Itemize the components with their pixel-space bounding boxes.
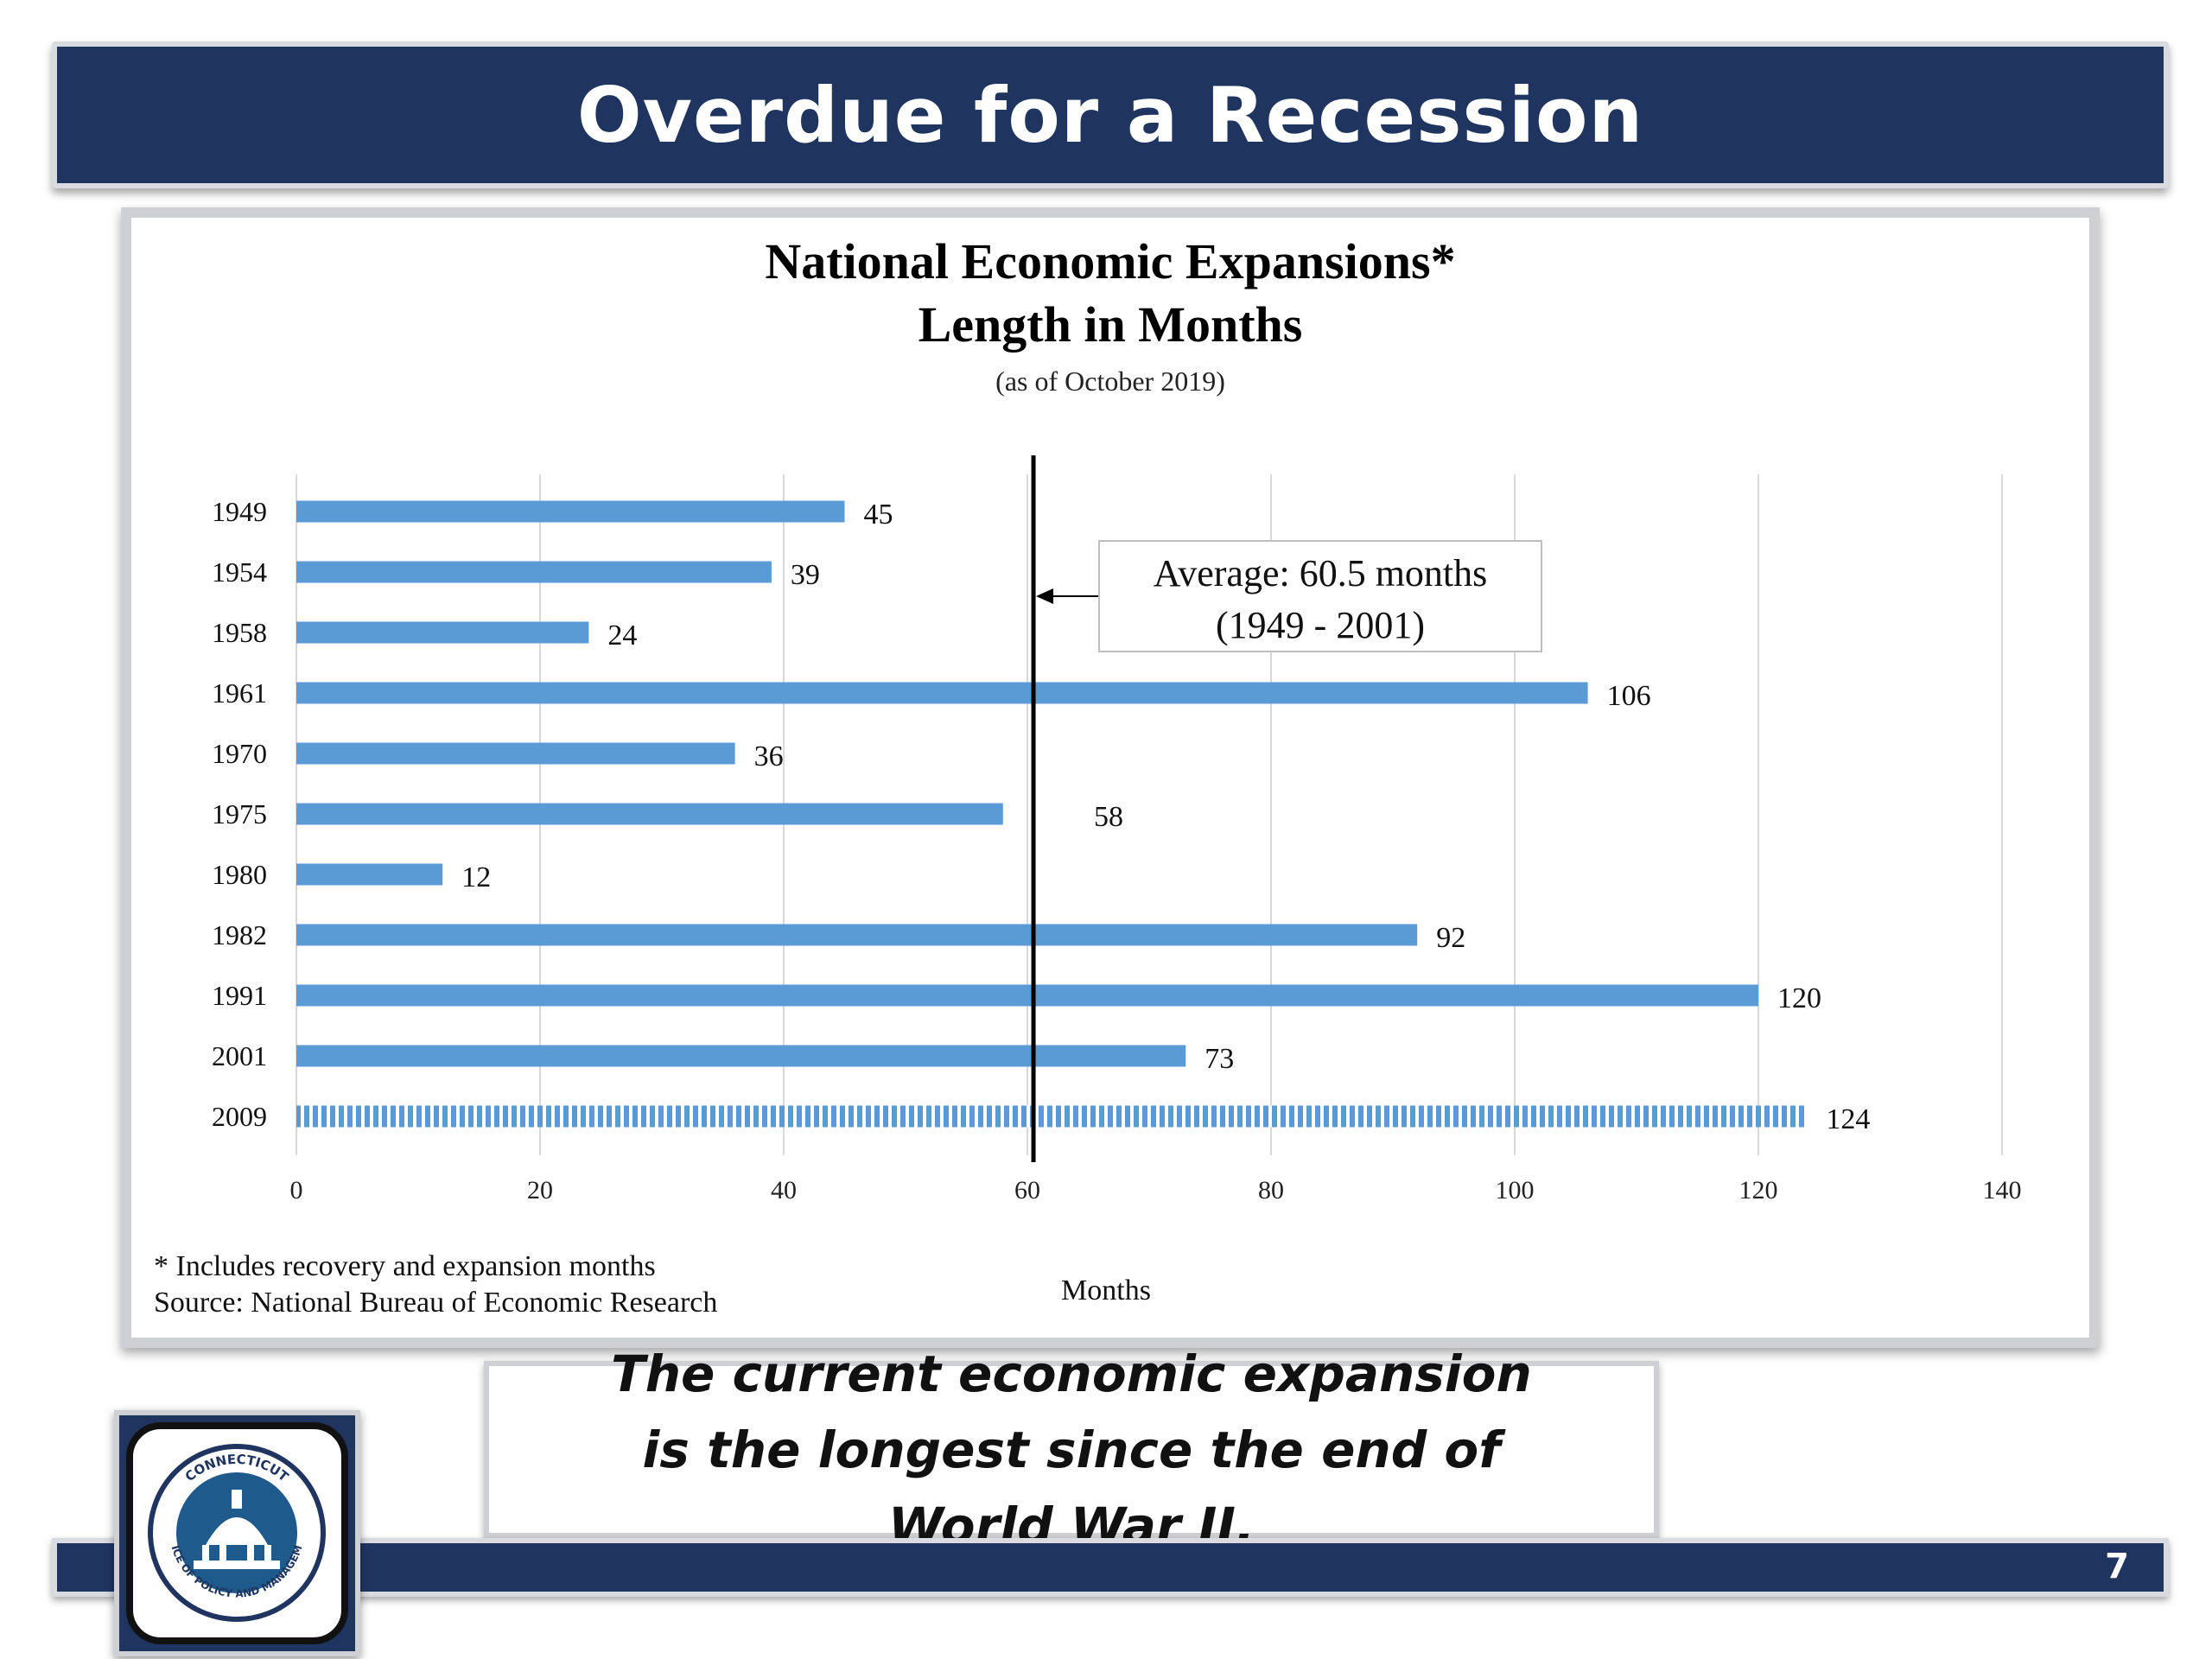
value-label-1982: 92 — [1436, 922, 1465, 954]
chart-title-line2: Length in Months — [918, 296, 1303, 353]
x-tick-labels: 0 20 40 60 80 100 120 140 — [290, 1176, 2022, 1205]
caption-box: The current economic expansion is the lo… — [484, 1344, 1659, 1555]
bar-1991 — [296, 984, 1758, 1007]
bar-1970 — [296, 742, 735, 765]
value-label-1954: 39 — [791, 559, 820, 591]
footer-bar: 7 — [52, 1538, 2169, 1597]
value-label-2001: 73 — [1205, 1043, 1234, 1075]
value-label-1949: 45 — [864, 499, 893, 531]
category-label-1991: 1991 — [212, 980, 267, 1011]
bar-1954 — [296, 561, 772, 583]
bar-chart: National Economic Expansions* Length in … — [154, 233, 2022, 1319]
category-label-1954: 1954 — [212, 556, 267, 588]
annotation-arrowhead — [1036, 588, 1054, 604]
bar-1982 — [296, 924, 1418, 946]
slide-title: Overdue for a Recession — [576, 70, 1644, 160]
value-label-1961: 106 — [1607, 680, 1651, 712]
title-banner: Overdue for a Recession — [52, 41, 2169, 188]
chart-frame: National Economic Expansions* Length in … — [121, 207, 2100, 1348]
bar-1980 — [296, 863, 443, 886]
bar-1949 — [296, 500, 845, 523]
bar-1961 — [296, 682, 1588, 704]
bar-1958 — [296, 621, 589, 644]
x-tick-label-140: 140 — [1983, 1176, 2022, 1205]
page-number: 7 — [2105, 1547, 2129, 1586]
category-labels: 1949 1954 1958 1961 1970 1975 1980 1982 1991 2001… — [212, 496, 267, 1132]
category-label-1970: 1970 — [212, 738, 267, 769]
x-tick-label-80: 80 — [1258, 1176, 1284, 1205]
x-tick-label-60: 60 — [1014, 1176, 1040, 1205]
category-label-1961: 1961 — [212, 677, 267, 709]
category-label-2009: 2009 — [212, 1101, 267, 1132]
value-label-1991: 120 — [1777, 982, 1821, 1014]
chart-subtitle: (as of October 2019) — [995, 365, 1225, 397]
x-tick-label-20: 20 — [527, 1176, 553, 1205]
logo-card: CONNECTICUT OFFICE OF POLICY AND MANAGEM… — [114, 1410, 360, 1656]
x-axis-label: Months — [1061, 1274, 1151, 1306]
value-label-1975: 58 — [1094, 801, 1123, 833]
category-label-1975: 1975 — [212, 798, 267, 830]
x-tick-label-120: 120 — [1739, 1176, 1778, 1205]
bar-2009 — [296, 1105, 1808, 1128]
value-label-1970: 36 — [754, 741, 784, 772]
bar-1975 — [296, 803, 1003, 825]
average-line-group — [1031, 455, 1099, 1162]
value-label-2009: 124 — [1826, 1103, 1870, 1135]
annotation-line1: Average: 60.5 months — [1154, 552, 1488, 594]
seal-logo: CONNECTICUT OFFICE OF POLICY AND MANAGEM… — [119, 1415, 348, 1644]
footnote: * Includes recovery and expansion months — [154, 1250, 656, 1282]
category-label-1982: 1982 — [212, 919, 267, 950]
annotation-box — [1098, 540, 1542, 652]
annotation-line2: (1949 - 2001) — [1216, 604, 1425, 646]
caption-text: The current economic expansion is the lo… — [611, 1344, 1532, 1555]
bar-2001 — [296, 1045, 1186, 1067]
x-tick-label-0: 0 — [290, 1176, 303, 1205]
category-label-1949: 1949 — [212, 496, 267, 527]
value-label-1958: 24 — [607, 620, 637, 652]
chart-title-line1: National Economic Expansions* — [765, 233, 1455, 289]
category-label-1958: 1958 — [212, 617, 267, 648]
x-tick-label-100: 100 — [1496, 1176, 1535, 1205]
value-labels: 45 39 24 106 36 58 12 92 120 73 124 — [461, 499, 1870, 1135]
value-label-1980: 12 — [461, 861, 491, 893]
bars — [296, 500, 1808, 1128]
x-tick-label-40: 40 — [771, 1176, 797, 1205]
category-label-2001: 2001 — [212, 1040, 267, 1071]
source-note: Source: National Bureau of Economic Rese… — [154, 1287, 717, 1319]
category-label-1980: 1980 — [212, 859, 267, 890]
